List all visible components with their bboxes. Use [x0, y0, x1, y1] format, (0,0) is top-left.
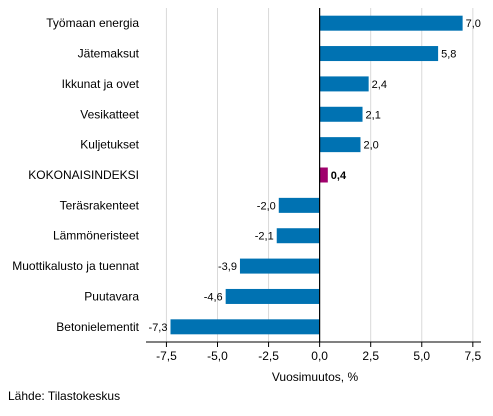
- bar: [319, 46, 439, 62]
- bar: [170, 319, 320, 335]
- bar: [319, 167, 328, 183]
- category-label: Betonielementit: [56, 320, 139, 334]
- bar: [319, 106, 363, 122]
- x-tick-label: 2,5: [362, 349, 379, 363]
- value-label: -2,0: [257, 200, 276, 212]
- x-axis-title: Vuosimuutos, %: [272, 370, 359, 384]
- value-label: 2,1: [366, 109, 381, 121]
- value-labels: 7,0 5,8 2,4 2,1 2,0 0,4 -2,0 -2,1 -3,9 -4,6 -7,3: [149, 18, 481, 334]
- bar: [225, 288, 320, 304]
- bar: [319, 137, 361, 153]
- x-tick-label: 5,0: [413, 349, 430, 363]
- value-label: 2,0: [363, 140, 378, 152]
- category-label: Muottikalusto ja tuennat: [12, 259, 139, 273]
- x-axis: -7,5 -5,0 -2,5 0,0 2,5 5,0 7,5: [146, 341, 481, 363]
- value-label: 2,4: [372, 79, 387, 91]
- value-label: 5,8: [441, 49, 456, 61]
- value-label: 7,0: [466, 18, 481, 30]
- category-label: Kuljetukset: [80, 138, 139, 152]
- category-label: Työmaan energia: [46, 16, 139, 30]
- source-note: Lähde: Tilastokeskus: [8, 389, 121, 403]
- value-label: 0,4: [331, 170, 347, 182]
- bar: [239, 258, 320, 274]
- category-label: Puutavara: [84, 289, 139, 303]
- category-label: Ikkunat ja ovet: [62, 77, 140, 91]
- value-label: -3,9: [218, 261, 237, 273]
- bar: [319, 15, 463, 31]
- bar: [278, 197, 320, 213]
- category-label: Jätemaksut: [78, 47, 140, 61]
- value-label: -7,3: [149, 322, 168, 334]
- value-label: -4,6: [204, 291, 223, 303]
- category-labels: Työmaan energia Jätemaksut Ikkunat ja ovet…: [12, 16, 139, 334]
- x-tick-label: -2,5: [258, 349, 279, 363]
- value-label: -2,1: [255, 231, 274, 243]
- category-label: Teräsrakenteet: [60, 198, 140, 212]
- x-tick-label: -7,5: [156, 349, 177, 363]
- category-label: Vesikatteet: [80, 107, 139, 121]
- x-tick-label: 0,0: [311, 349, 328, 363]
- category-label: Lämmöneristeet: [53, 229, 140, 243]
- bar: [276, 228, 320, 244]
- category-label: KOKONAISINDEKSI: [28, 168, 139, 182]
- x-tick-label: -5,0: [207, 349, 228, 363]
- gridlines: [165, 8, 474, 342]
- bars: [170, 15, 463, 335]
- x-tick-label: 7,5: [464, 349, 481, 363]
- bar: [319, 76, 369, 92]
